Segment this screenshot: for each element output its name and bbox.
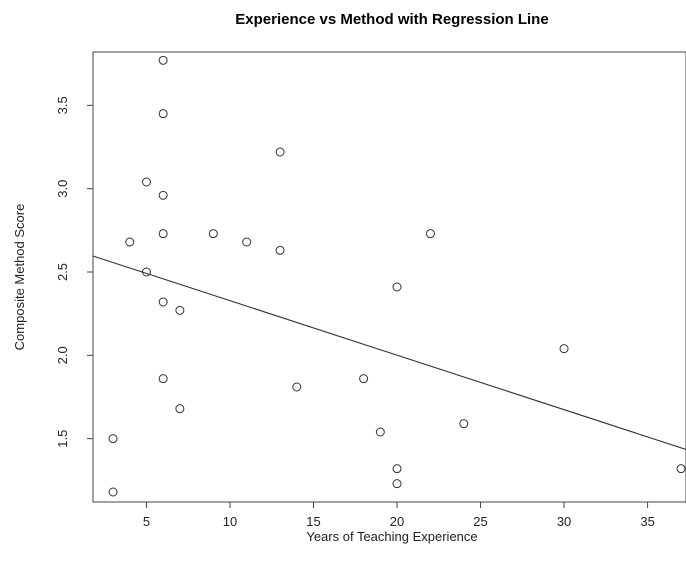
x-axis: 5 10 15 20 25 30 35 bbox=[143, 502, 655, 529]
data-point bbox=[275, 245, 285, 255]
data-point bbox=[392, 282, 402, 292]
data-point bbox=[175, 305, 185, 315]
data-point bbox=[108, 487, 118, 497]
x-tick-label: 25 bbox=[473, 514, 487, 529]
data-point bbox=[158, 297, 168, 307]
data-point bbox=[375, 427, 385, 437]
data-point bbox=[158, 374, 168, 384]
x-axis-label: Years of Teaching Experience bbox=[306, 529, 477, 544]
data-point bbox=[676, 464, 686, 474]
data-point bbox=[175, 404, 185, 414]
data-point bbox=[158, 109, 168, 119]
y-tick-label: 3.0 bbox=[55, 180, 70, 198]
x-tick-label: 20 bbox=[390, 514, 404, 529]
data-point bbox=[292, 382, 302, 392]
y-tick-label: 1.5 bbox=[55, 430, 70, 448]
data-point bbox=[125, 237, 135, 247]
y-tick-label: 3.5 bbox=[55, 96, 70, 114]
data-point bbox=[392, 479, 402, 489]
data-point bbox=[242, 237, 252, 247]
chart-title: Experience vs Method with Regression Lin… bbox=[235, 11, 548, 28]
y-tick-label: 2.0 bbox=[55, 346, 70, 364]
x-tick-label: 15 bbox=[306, 514, 320, 529]
y-axis-label: Composite Method Score bbox=[12, 204, 27, 351]
data-point bbox=[158, 55, 168, 65]
data-point bbox=[359, 374, 369, 384]
data-point bbox=[559, 344, 569, 354]
data-point bbox=[425, 229, 435, 239]
y-axis: 1.5 2.0 2.5 3.0 3.5 bbox=[55, 96, 93, 448]
data-point bbox=[158, 190, 168, 200]
plot-frame bbox=[92, 51, 686, 503]
x-tick-label: 10 bbox=[223, 514, 237, 529]
data-point bbox=[392, 464, 402, 474]
data-point bbox=[208, 229, 218, 239]
data-point bbox=[275, 147, 285, 157]
data-point bbox=[158, 229, 168, 239]
y-tick-label: 2.5 bbox=[55, 263, 70, 281]
data-point bbox=[108, 434, 118, 444]
x-tick-label: 5 bbox=[143, 514, 150, 529]
x-tick-label: 30 bbox=[557, 514, 571, 529]
data-point bbox=[459, 419, 469, 429]
x-tick-label: 35 bbox=[640, 514, 654, 529]
data-point bbox=[141, 177, 151, 187]
regression-line bbox=[92, 255, 686, 450]
data-point bbox=[141, 267, 151, 277]
data-points bbox=[108, 55, 686, 497]
